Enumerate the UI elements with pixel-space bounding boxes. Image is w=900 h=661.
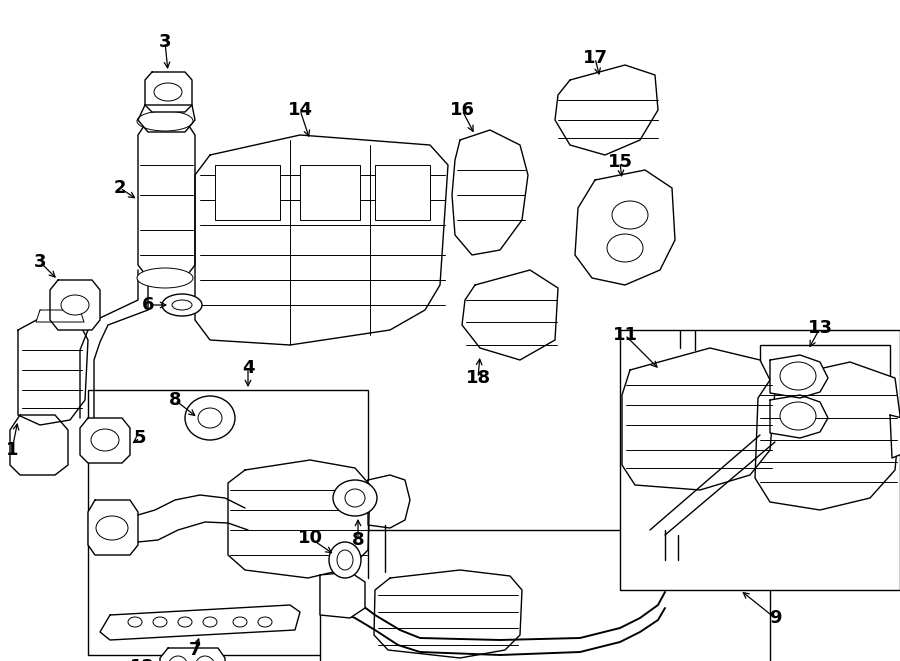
Text: 1: 1 — [5, 441, 18, 459]
Text: 7: 7 — [189, 641, 202, 659]
Polygon shape — [138, 105, 195, 132]
Text: 2: 2 — [113, 179, 126, 197]
Text: 8: 8 — [352, 531, 365, 549]
Polygon shape — [195, 135, 448, 345]
Ellipse shape — [185, 396, 235, 440]
Text: 12: 12 — [130, 658, 155, 661]
Bar — [300, 165, 360, 220]
Ellipse shape — [258, 617, 272, 627]
Bar — [375, 165, 430, 220]
Text: 9: 9 — [769, 609, 781, 627]
Text: 3: 3 — [158, 33, 171, 51]
Text: 16: 16 — [449, 101, 474, 119]
Polygon shape — [10, 415, 68, 475]
Polygon shape — [374, 570, 522, 658]
Text: 6: 6 — [142, 296, 154, 314]
Polygon shape — [80, 418, 130, 463]
Polygon shape — [36, 310, 84, 322]
Text: 5: 5 — [134, 429, 146, 447]
Polygon shape — [555, 65, 658, 155]
Text: 17: 17 — [582, 49, 608, 67]
Polygon shape — [228, 460, 370, 578]
Polygon shape — [622, 348, 775, 490]
Bar — [620, 330, 900, 590]
Text: 3: 3 — [34, 253, 46, 271]
Bar — [760, 345, 890, 475]
Ellipse shape — [333, 480, 377, 516]
Ellipse shape — [91, 429, 119, 451]
Ellipse shape — [203, 617, 217, 627]
Polygon shape — [145, 72, 192, 112]
Polygon shape — [18, 310, 88, 425]
Ellipse shape — [137, 268, 193, 288]
Bar — [320, 530, 770, 661]
Polygon shape — [452, 130, 528, 255]
Ellipse shape — [233, 617, 247, 627]
Polygon shape — [575, 170, 675, 285]
Polygon shape — [368, 475, 410, 528]
Ellipse shape — [61, 295, 89, 315]
Text: 18: 18 — [465, 369, 491, 387]
Text: 15: 15 — [608, 153, 633, 171]
Polygon shape — [462, 270, 558, 360]
Text: 11: 11 — [613, 326, 637, 344]
Polygon shape — [770, 355, 828, 398]
Ellipse shape — [153, 617, 167, 627]
Ellipse shape — [329, 542, 361, 578]
Text: 13: 13 — [807, 319, 833, 337]
Bar — [88, 390, 368, 655]
Polygon shape — [160, 648, 225, 661]
Bar — [215, 165, 280, 220]
Polygon shape — [755, 362, 900, 510]
Ellipse shape — [154, 83, 182, 101]
Text: 8: 8 — [168, 391, 181, 409]
Polygon shape — [890, 415, 900, 458]
Polygon shape — [320, 572, 365, 618]
Ellipse shape — [780, 402, 816, 430]
Ellipse shape — [96, 516, 128, 540]
Polygon shape — [770, 395, 828, 438]
Polygon shape — [138, 120, 195, 278]
Text: 4: 4 — [242, 359, 254, 377]
Text: 14: 14 — [287, 101, 312, 119]
Polygon shape — [50, 280, 100, 330]
Ellipse shape — [178, 617, 192, 627]
Ellipse shape — [128, 617, 142, 627]
Text: 10: 10 — [298, 529, 322, 547]
Ellipse shape — [780, 362, 816, 390]
Ellipse shape — [137, 111, 193, 131]
Ellipse shape — [162, 294, 202, 316]
Polygon shape — [100, 605, 300, 640]
Polygon shape — [88, 500, 138, 555]
